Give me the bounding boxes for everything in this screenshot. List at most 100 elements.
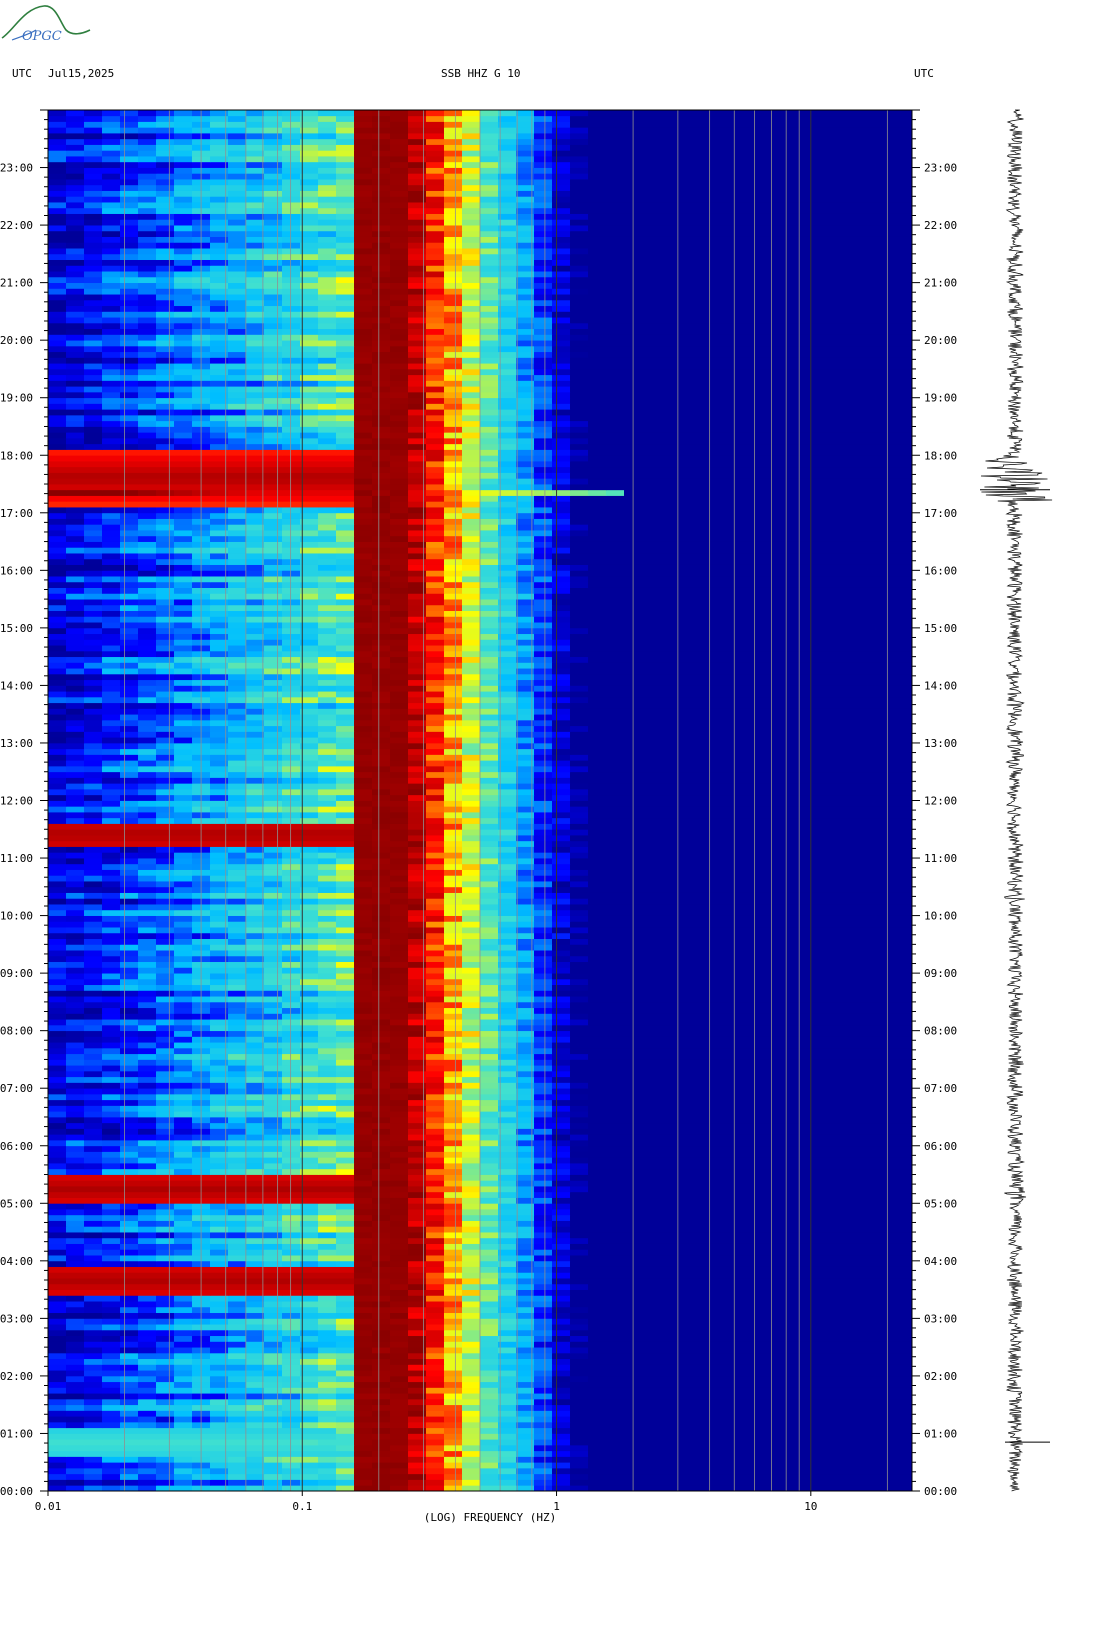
heatmap-cell	[156, 1140, 175, 1147]
heatmap-cell	[354, 1209, 373, 1216]
heatmap-cell	[48, 950, 67, 957]
heatmap-cell	[858, 978, 877, 986]
heatmap-cell	[588, 1070, 607, 1078]
heatmap-cell	[660, 1099, 679, 1106]
heatmap-cell	[390, 1439, 409, 1446]
heatmap-cell	[102, 1076, 121, 1083]
heatmap-cell	[768, 1272, 787, 1279]
heatmap-cell	[822, 938, 841, 945]
heatmap-cell	[84, 950, 103, 957]
heatmap-cell	[714, 1214, 733, 1221]
heatmap-cell	[606, 1485, 625, 1492]
heatmap-cell	[156, 1191, 175, 1198]
heatmap-cell	[174, 1404, 193, 1411]
heatmap-cell	[318, 1381, 337, 1388]
heatmap-cell	[66, 1168, 85, 1175]
heatmap-cell	[444, 1278, 463, 1285]
heatmap-cell	[372, 1186, 391, 1193]
heatmap-cell	[84, 1450, 103, 1457]
heatmap-cell	[426, 1226, 445, 1233]
heatmap-cell	[642, 1318, 661, 1325]
heatmap-cell	[732, 1030, 751, 1037]
heatmap-cell	[390, 990, 409, 997]
heatmap-cell	[282, 984, 301, 991]
left-timezone-label: UTC	[12, 67, 32, 80]
heatmap-cell	[498, 1306, 517, 1314]
heatmap-cell	[858, 921, 877, 928]
heatmap-cell	[102, 1053, 121, 1060]
heatmap-cell	[696, 921, 715, 928]
heatmap-cell	[444, 1099, 463, 1106]
heatmap-cell	[156, 1013, 175, 1020]
heatmap-cell	[840, 1398, 859, 1406]
heatmap-cell	[660, 1335, 679, 1342]
heatmap-cell	[264, 1462, 283, 1469]
heatmap-cell	[588, 1301, 607, 1308]
heatmap-cell	[696, 927, 715, 934]
heatmap-cell	[732, 955, 751, 963]
heatmap-cell	[768, 1105, 787, 1112]
heatmap-cell	[696, 973, 715, 980]
heatmap-cell	[408, 1467, 427, 1475]
heatmap-cell	[426, 1186, 445, 1193]
heatmap-cell	[138, 1260, 157, 1267]
heatmap-cell	[516, 1122, 535, 1129]
heatmap-cell	[228, 1232, 247, 1239]
heatmap-cell	[462, 1410, 481, 1417]
heatmap-cell	[714, 1393, 733, 1400]
heatmap-cell	[498, 1053, 517, 1060]
heatmap-cell	[462, 1347, 481, 1354]
heatmap-cell	[102, 1398, 121, 1406]
heatmap-cell	[228, 1036, 247, 1043]
heatmap-cell	[102, 1364, 121, 1371]
heatmap-cell	[552, 1473, 571, 1480]
heatmap-cell	[426, 1145, 445, 1152]
heatmap-cell	[858, 1393, 877, 1400]
heatmap-cell	[390, 1387, 409, 1394]
heatmap-cell	[48, 1197, 67, 1204]
heatmap-cell	[660, 1295, 679, 1302]
heatmap-cell	[858, 1024, 877, 1032]
heatmap-cell	[642, 1082, 661, 1089]
heatmap-cell	[534, 898, 553, 905]
heatmap-cell	[354, 1203, 373, 1210]
heatmap-cell	[282, 1329, 301, 1337]
heatmap-cell	[588, 921, 607, 928]
heatmap-cell	[48, 1088, 67, 1095]
heatmap-cell	[120, 1180, 139, 1187]
heatmap-cell	[768, 961, 787, 968]
heatmap-cell	[552, 944, 571, 951]
heatmap-cell	[390, 921, 409, 928]
heatmap-cell	[390, 898, 409, 905]
heatmap-cell	[174, 990, 193, 997]
heatmap-cell	[210, 1203, 229, 1210]
heatmap-cell	[300, 1278, 319, 1285]
heatmap-cell	[84, 1157, 103, 1164]
heatmap-cell	[786, 984, 805, 991]
heatmap-cell	[390, 1197, 409, 1204]
heatmap-cell	[138, 984, 157, 991]
heatmap-cell	[426, 1347, 445, 1354]
heatmap-cell	[498, 1427, 517, 1434]
heatmap-cell	[426, 1410, 445, 1417]
heatmap-cell	[156, 1283, 175, 1290]
heatmap-cell	[822, 1479, 841, 1486]
heatmap-cell	[354, 1370, 373, 1377]
heatmap-cell	[570, 1019, 589, 1026]
heatmap-cell	[498, 1439, 517, 1446]
heatmap-cell	[390, 1237, 409, 1244]
heatmap-cell	[696, 1220, 715, 1227]
heatmap-cell	[138, 1070, 157, 1078]
heatmap-cell	[822, 1191, 841, 1198]
heatmap-cell	[462, 921, 481, 928]
heatmap-cell	[426, 1232, 445, 1239]
heatmap-cell	[516, 1347, 535, 1354]
heatmap-cell	[282, 1393, 301, 1400]
heatmap-cell	[210, 1105, 229, 1112]
heatmap-cell	[354, 996, 373, 1003]
heatmap-cell	[84, 898, 103, 905]
heatmap-cell	[714, 950, 733, 957]
heatmap-cell	[282, 1203, 301, 1210]
heatmap-cell	[318, 1352, 337, 1360]
heatmap-cell	[660, 1393, 679, 1400]
